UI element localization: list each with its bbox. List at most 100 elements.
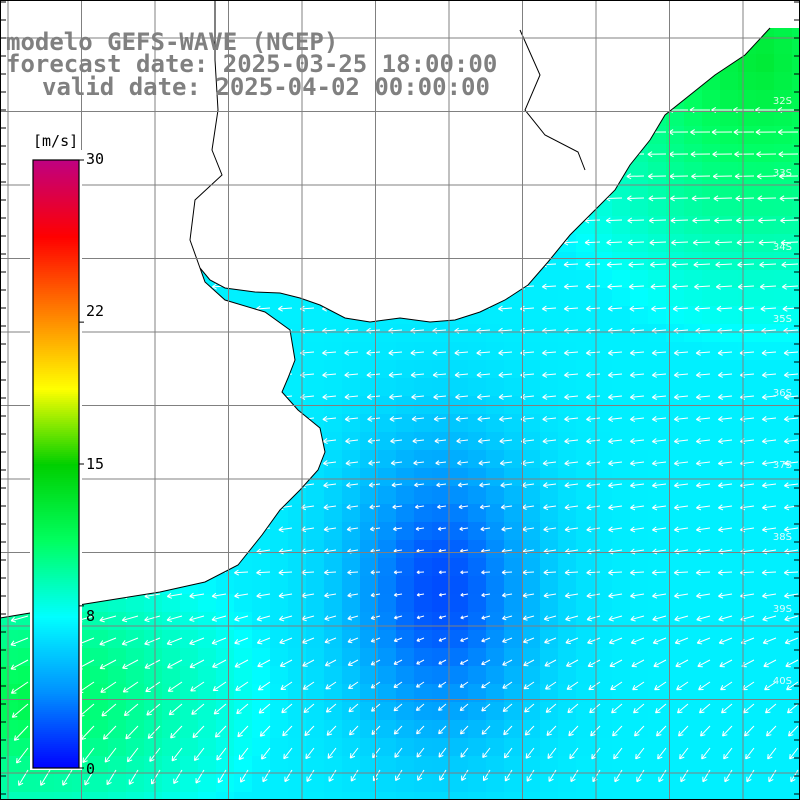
colorbar-band <box>33 480 79 483</box>
field-cell <box>792 702 800 721</box>
field-cell <box>738 612 757 631</box>
field-cell <box>720 162 739 181</box>
wind-arrow <box>691 173 711 180</box>
wind-arrow <box>433 415 447 422</box>
field-cell <box>504 450 523 469</box>
field-cell <box>576 774 595 793</box>
field-cell <box>252 666 271 685</box>
wind-arrow <box>240 769 249 783</box>
field-cell <box>162 666 181 685</box>
colorbar-band <box>33 754 79 757</box>
wind-arrow <box>101 703 117 717</box>
wind-arrow <box>522 637 535 644</box>
field-cell <box>522 378 541 397</box>
colorbar-band <box>33 162 79 165</box>
land-mask <box>0 0 800 618</box>
field-cell <box>414 648 433 667</box>
field-cell <box>684 342 703 361</box>
field-cell <box>720 198 739 217</box>
wind-arrow <box>237 725 249 738</box>
colorbar-band <box>33 186 79 189</box>
wind-arrow <box>586 592 601 599</box>
wind-arrow <box>613 747 623 760</box>
wind-arrow <box>758 217 777 224</box>
wind-arrow <box>567 703 579 714</box>
wind-arrow <box>147 725 161 739</box>
field-cell <box>702 414 721 433</box>
wind-arrow <box>696 637 711 645</box>
field-cell <box>198 792 217 800</box>
field-cell <box>486 558 505 577</box>
colorbar-band <box>33 642 79 645</box>
wind-arrow <box>670 195 689 202</box>
field-cell <box>522 576 541 595</box>
field-cell <box>702 252 721 271</box>
field-cell <box>432 774 451 793</box>
wind-arrow <box>478 460 491 466</box>
field-cell <box>576 360 595 379</box>
wind-arrow <box>259 725 271 737</box>
field-cell <box>270 630 289 649</box>
field-cell <box>684 612 703 631</box>
wind-arrow <box>712 173 733 180</box>
wind-arrow <box>692 217 711 224</box>
field-cell <box>702 432 721 451</box>
wind-arrow <box>736 217 755 224</box>
wind-arrow <box>481 703 491 712</box>
field-cell <box>684 108 703 127</box>
wind-arrow <box>716 305 733 312</box>
field-cell <box>612 378 631 397</box>
field-cell <box>414 702 433 721</box>
wind-arrow <box>564 592 579 599</box>
wind-arrow <box>459 703 469 712</box>
wind-arrow <box>636 769 645 783</box>
wind-arrow <box>393 659 403 665</box>
colorbar-band <box>33 408 79 411</box>
field-cell <box>0 684 19 703</box>
wind-arrow <box>608 592 623 599</box>
wind-arrow <box>779 173 799 180</box>
colorbar-band <box>33 604 79 607</box>
wind-arrow <box>546 725 557 736</box>
field-cell <box>432 324 451 343</box>
field-cell <box>738 216 757 235</box>
colorbar-band <box>33 256 79 259</box>
colorbar-band <box>33 762 79 765</box>
wind-arrow <box>783 460 799 467</box>
wind-arrow <box>720 681 733 691</box>
field-cell <box>756 594 775 613</box>
colorbar-band <box>33 446 79 449</box>
colorbar-band <box>33 654 79 657</box>
field-cell <box>378 378 397 397</box>
field-cell <box>558 720 577 739</box>
field-cell <box>432 576 451 595</box>
field-cell <box>468 468 487 487</box>
wind-arrow <box>189 592 205 599</box>
wind-arrow <box>651 569 667 576</box>
colorbar-band <box>33 418 79 421</box>
field-cell <box>324 540 343 559</box>
wind-arrow <box>564 438 579 445</box>
field-cell <box>432 414 451 433</box>
field-cell <box>540 630 559 649</box>
wind-arrow <box>695 371 711 378</box>
wind-arrow <box>608 482 623 489</box>
field-cell <box>774 486 793 505</box>
field-cell <box>774 576 793 595</box>
field-cell <box>324 594 343 613</box>
field-cell <box>522 450 541 469</box>
field-cell <box>306 684 325 703</box>
field-cell <box>234 720 253 739</box>
wind-arrow <box>214 725 227 738</box>
field-cell <box>414 612 433 631</box>
field-cell <box>360 324 379 343</box>
field-cell <box>306 378 325 397</box>
field-cell <box>504 342 523 361</box>
field-cell <box>612 720 631 739</box>
wind-arrow <box>262 769 271 783</box>
field-cell <box>414 594 433 613</box>
field-cell <box>684 216 703 235</box>
field-cell <box>468 630 487 649</box>
field-cell <box>720 108 739 127</box>
